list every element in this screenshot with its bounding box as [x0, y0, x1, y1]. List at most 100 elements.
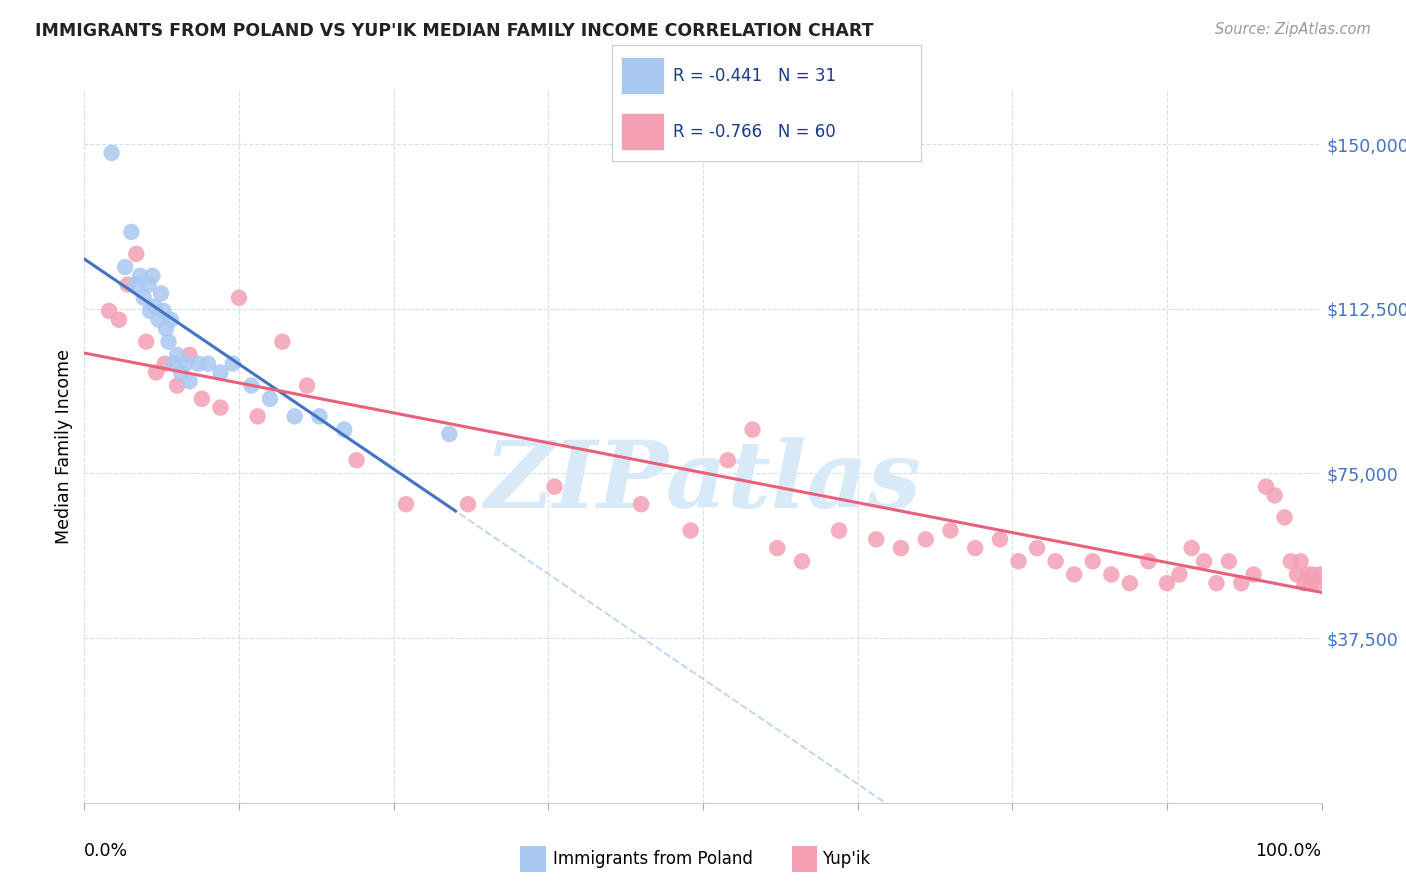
Point [100, 145, 122, 160]
Point [187, 357, 209, 371]
Point [240, 378, 263, 392]
Point [132, 291, 155, 305]
Point [1205, 576, 1227, 591]
Point [138, 277, 160, 292]
Point [179, 348, 201, 362]
Point [141, 268, 163, 283]
Point [1230, 576, 1253, 591]
Point [108, 312, 131, 326]
Point [125, 247, 148, 261]
Point [246, 409, 269, 424]
Text: R = -0.766   N = 60: R = -0.766 N = 60 [673, 122, 837, 141]
Point [98, 304, 121, 318]
Point [939, 524, 962, 538]
Point [157, 334, 180, 349]
Point [988, 533, 1011, 547]
Point [117, 277, 139, 292]
Point [209, 401, 232, 415]
Point [457, 497, 479, 511]
Text: R = -0.441   N = 31: R = -0.441 N = 31 [673, 67, 837, 85]
Point [152, 304, 174, 318]
Point [1119, 576, 1142, 591]
Point [914, 533, 936, 547]
Point [679, 524, 702, 538]
Point [790, 554, 813, 568]
Point [1063, 567, 1085, 582]
Point [308, 409, 330, 424]
Point [1081, 554, 1104, 568]
FancyBboxPatch shape [621, 113, 664, 150]
Point [271, 334, 294, 349]
Point [174, 357, 197, 371]
Point [1045, 554, 1067, 568]
Point [162, 357, 184, 371]
Point [135, 334, 157, 349]
Point [1137, 554, 1160, 568]
Point [129, 268, 152, 283]
Point [1302, 567, 1324, 582]
Point [1279, 554, 1302, 568]
Point [1007, 554, 1029, 568]
Point [114, 260, 136, 274]
Point [259, 392, 281, 406]
Point [191, 392, 214, 406]
Point [1264, 488, 1286, 502]
Point [1168, 567, 1191, 582]
Point [543, 480, 565, 494]
Point [295, 378, 318, 392]
Point [1294, 576, 1316, 591]
Point [741, 423, 763, 437]
Point [155, 321, 177, 335]
Y-axis label: Median Family Income: Median Family Income [55, 349, 73, 543]
Point [166, 348, 188, 362]
Point [865, 533, 887, 547]
Text: 0.0%: 0.0% [84, 842, 128, 860]
Point [1218, 554, 1240, 568]
Point [120, 225, 142, 239]
Point [209, 366, 232, 380]
Point [1299, 576, 1322, 591]
Point [179, 374, 201, 388]
Point [166, 378, 188, 392]
Text: 100.0%: 100.0% [1256, 842, 1322, 860]
Text: Yup'ik: Yup'ik [823, 850, 870, 868]
Point [1309, 567, 1331, 582]
Point [153, 357, 176, 371]
Point [766, 541, 789, 555]
Text: Immigrants from Poland: Immigrants from Poland [553, 850, 752, 868]
Point [1274, 510, 1296, 524]
Point [145, 366, 167, 380]
Text: Source: ZipAtlas.com: Source: ZipAtlas.com [1215, 22, 1371, 37]
Point [148, 312, 170, 326]
Point [1156, 576, 1178, 591]
Point [222, 357, 245, 371]
FancyBboxPatch shape [621, 57, 664, 95]
Point [228, 291, 250, 305]
Point [150, 286, 173, 301]
Point [333, 423, 356, 437]
Point [1192, 554, 1215, 568]
Point [197, 357, 219, 371]
Point [630, 497, 652, 511]
Point [284, 409, 307, 424]
Point [1243, 567, 1265, 582]
Point [170, 366, 193, 380]
Text: ZIPatlas: ZIPatlas [485, 437, 921, 526]
Point [1305, 576, 1327, 591]
Point [139, 304, 162, 318]
Point [1181, 541, 1204, 555]
Point [890, 541, 912, 555]
Text: IMMIGRANTS FROM POLAND VS YUP'IK MEDIAN FAMILY INCOME CORRELATION CHART: IMMIGRANTS FROM POLAND VS YUP'IK MEDIAN … [35, 22, 873, 40]
Point [717, 453, 740, 467]
Point [965, 541, 987, 555]
Point [1289, 554, 1312, 568]
Point [143, 300, 166, 314]
Point [1296, 567, 1319, 582]
Point [439, 426, 461, 441]
Point [1285, 567, 1308, 582]
Point [1099, 567, 1122, 582]
Point [1026, 541, 1049, 555]
Point [395, 497, 418, 511]
Point [346, 453, 368, 467]
Point [828, 524, 851, 538]
